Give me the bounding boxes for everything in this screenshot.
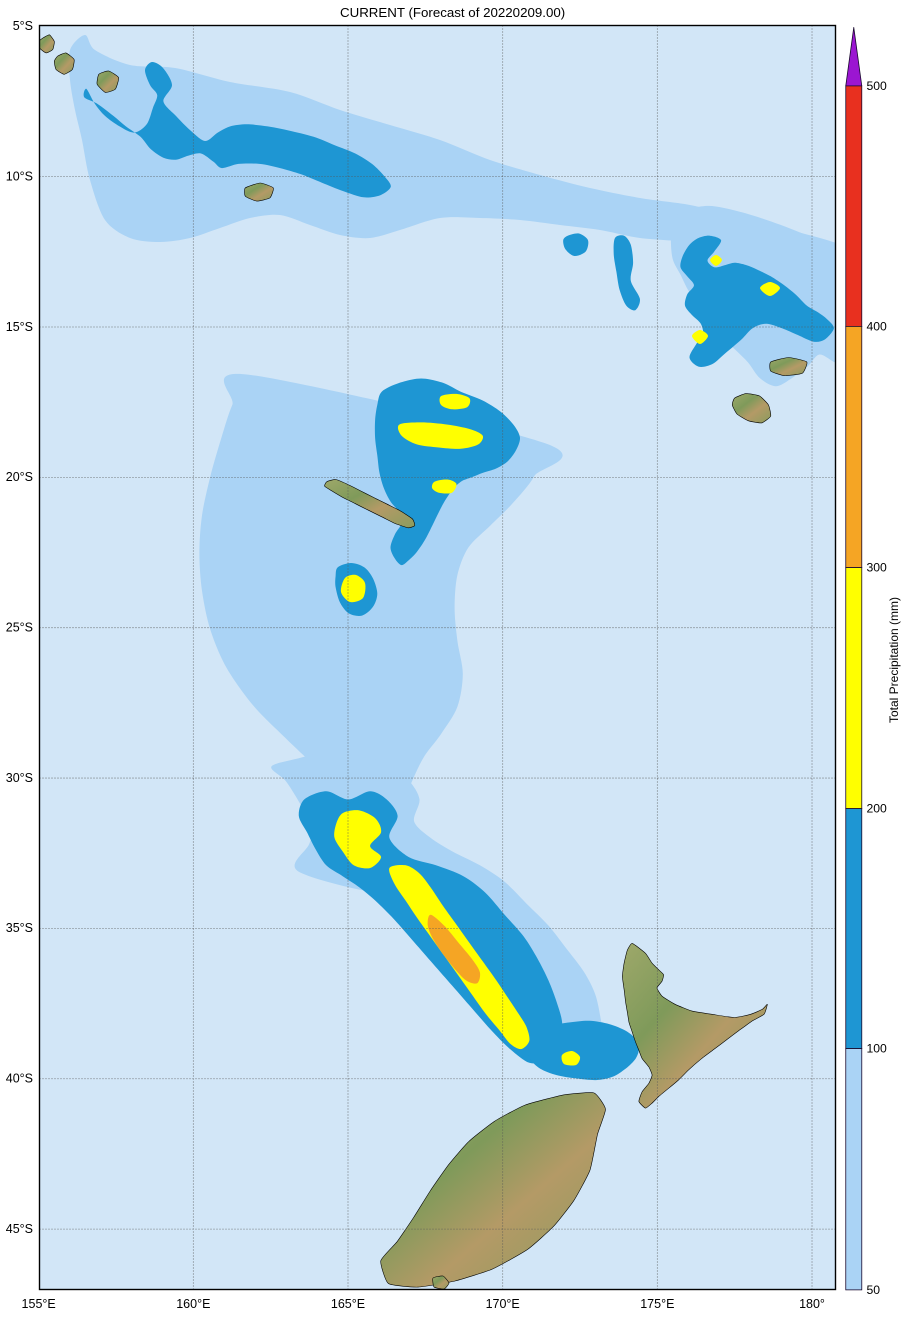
svg-text:500: 500	[867, 79, 888, 93]
svg-text:160°E: 160°E	[176, 1297, 210, 1311]
svg-text:45°S: 45°S	[6, 1222, 33, 1236]
svg-text:15°S: 15°S	[6, 320, 33, 334]
svg-text:40°S: 40°S	[6, 1072, 33, 1086]
svg-text:CURRENT (Forecast of 20220209.: CURRENT (Forecast of 20220209.00)	[340, 5, 565, 20]
svg-text:10°S: 10°S	[6, 170, 33, 184]
svg-text:Total Precipitation (mm): Total Precipitation (mm)	[887, 597, 901, 723]
svg-text:300: 300	[867, 561, 888, 575]
svg-text:155°E: 155°E	[22, 1297, 56, 1311]
svg-text:170°E: 170°E	[486, 1297, 520, 1311]
svg-text:20°S: 20°S	[6, 470, 33, 484]
svg-text:35°S: 35°S	[6, 921, 33, 935]
svg-text:400: 400	[867, 320, 888, 334]
svg-text:200: 200	[867, 802, 888, 816]
svg-text:100: 100	[867, 1042, 888, 1056]
svg-text:5°S: 5°S	[13, 19, 33, 33]
svg-text:25°S: 25°S	[6, 621, 33, 635]
svg-text:50: 50	[867, 1283, 881, 1297]
svg-text:30°S: 30°S	[6, 771, 33, 785]
svg-text:180°: 180°	[799, 1297, 825, 1311]
svg-text:165°E: 165°E	[331, 1297, 365, 1311]
svg-text:175°E: 175°E	[640, 1297, 674, 1311]
